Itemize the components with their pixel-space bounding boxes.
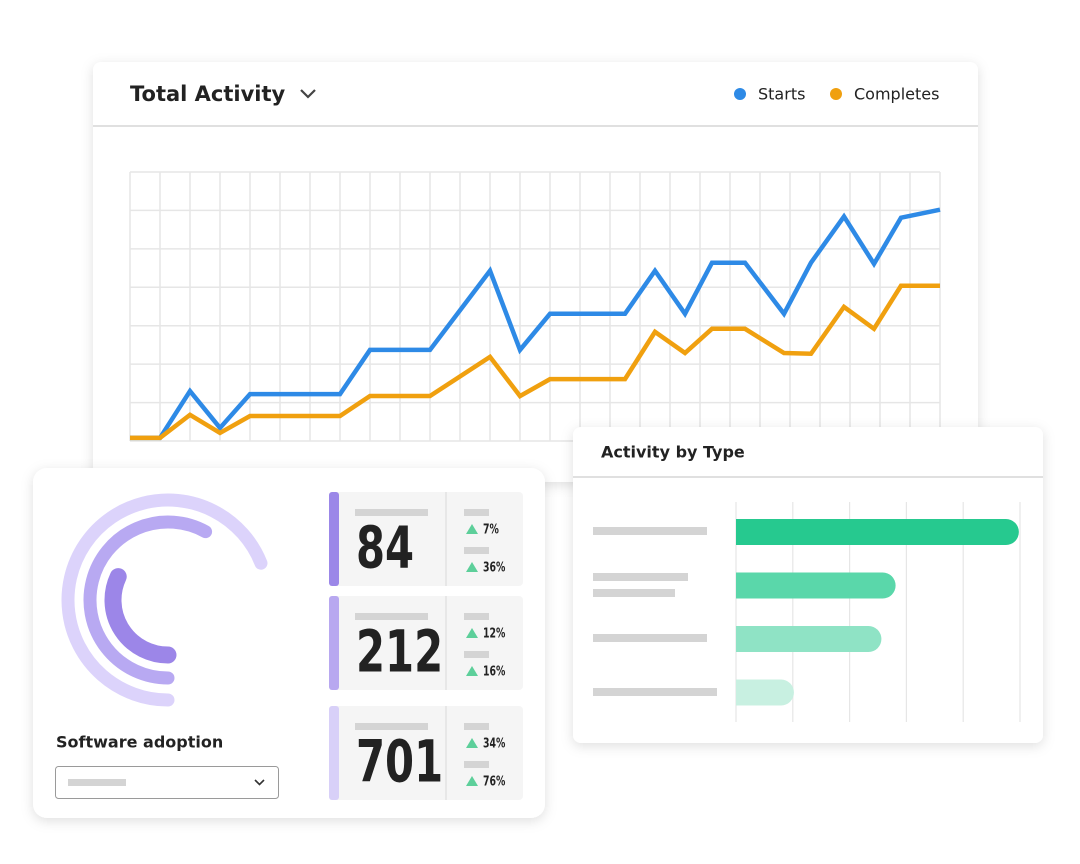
radial-arc bbox=[61, 493, 268, 707]
kpi-accent bbox=[329, 706, 339, 800]
chart-title: Software adoption bbox=[56, 733, 223, 752]
change-placeholder bbox=[464, 547, 489, 554]
label-placeholder bbox=[593, 573, 688, 581]
change-placeholder bbox=[464, 509, 489, 516]
legend-marker bbox=[830, 88, 842, 100]
change-label: 7% bbox=[483, 521, 499, 537]
label-placeholder bbox=[593, 589, 675, 597]
type-card: Activity by Type bbox=[573, 427, 1043, 743]
chart-title: Activity by Type bbox=[601, 443, 745, 462]
kpi-value: 84 bbox=[356, 514, 414, 582]
change-placeholder bbox=[464, 613, 489, 620]
legend-label: Completes bbox=[854, 85, 939, 104]
card bbox=[93, 62, 978, 482]
change-label: 76% bbox=[483, 773, 505, 789]
kpi-accent bbox=[329, 492, 339, 586]
radial-arc bbox=[104, 568, 177, 664]
radial-arc bbox=[83, 515, 213, 685]
change-label: 12% bbox=[483, 625, 505, 641]
chart-title: Total Activity bbox=[130, 82, 286, 106]
change-placeholder bbox=[464, 651, 489, 658]
dropdown[interactable] bbox=[55, 766, 279, 799]
bar bbox=[736, 626, 882, 652]
bar bbox=[736, 572, 896, 599]
kpi-placeholder bbox=[355, 613, 428, 620]
line-series bbox=[130, 207, 941, 441]
activity-card: Total Activity Starts Completes bbox=[93, 62, 978, 482]
kpi-value: 701 bbox=[356, 728, 443, 796]
up-triangle bbox=[466, 738, 478, 748]
dropdown-chevron[interactable] bbox=[300, 89, 316, 99]
kpi-placeholder bbox=[355, 509, 428, 516]
legend-label: Starts bbox=[758, 85, 805, 104]
up-triangle bbox=[466, 524, 478, 534]
up-triangle bbox=[466, 562, 478, 572]
up-triangle bbox=[466, 628, 478, 638]
change-placeholder bbox=[464, 761, 489, 768]
bar bbox=[736, 519, 1019, 545]
change-label: 36% bbox=[483, 559, 505, 575]
line-series bbox=[130, 283, 940, 441]
kpi-placeholder bbox=[355, 723, 428, 730]
dropdown-chevron bbox=[254, 779, 265, 786]
change-placeholder bbox=[464, 723, 489, 730]
bar bbox=[736, 679, 794, 706]
dropdown-placeholder bbox=[68, 779, 126, 786]
change-label: 16% bbox=[483, 663, 505, 679]
label-placeholder bbox=[593, 688, 717, 696]
kpi-value: 212 bbox=[356, 618, 443, 686]
label-placeholder bbox=[593, 527, 707, 535]
up-triangle bbox=[466, 666, 478, 676]
adoption-card: Software adoption 84 7% 36% 212 12% 16% 701 34% 7… bbox=[33, 468, 545, 818]
legend-marker bbox=[734, 88, 746, 100]
up-triangle bbox=[466, 776, 478, 786]
kpi-accent bbox=[329, 596, 339, 690]
label-placeholder bbox=[593, 634, 707, 642]
change-label: 34% bbox=[483, 735, 505, 751]
